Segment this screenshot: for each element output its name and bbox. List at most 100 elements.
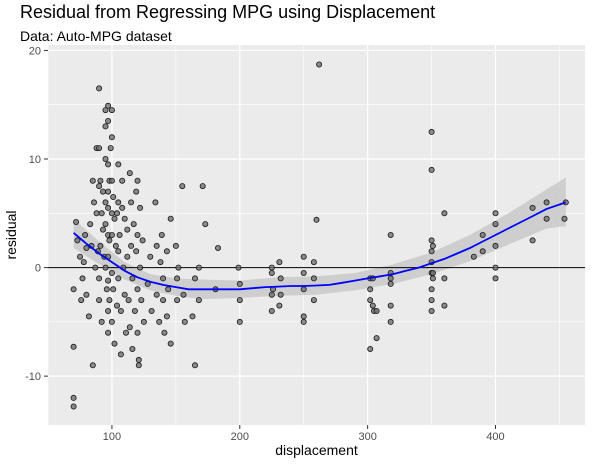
data-point: [138, 297, 145, 304]
data-point: [111, 340, 118, 347]
axis-ticks: 100 200 300 400 -10 0 10 20: [25, 45, 505, 443]
data-point: [367, 345, 374, 352]
data-point: [96, 275, 103, 282]
data-point: [102, 221, 109, 228]
residual-points: [70, 61, 569, 410]
data-point: [130, 221, 137, 228]
data-point: [189, 313, 196, 320]
data-point: [236, 280, 243, 287]
data-point: [428, 237, 435, 244]
y-axis-label: residual: [3, 210, 19, 259]
data-point: [134, 286, 141, 293]
data-point: [156, 318, 163, 325]
data-point: [236, 297, 243, 304]
data-point: [180, 291, 187, 298]
chart-title: Residual from Regressing MPG using Displ…: [20, 2, 436, 22]
data-point: [165, 286, 172, 293]
data-point: [85, 313, 92, 320]
data-point: [108, 269, 115, 276]
data-point: [105, 277, 112, 284]
data-point: [96, 183, 103, 190]
data-point: [373, 307, 380, 314]
data-point: [235, 264, 242, 271]
data-point: [126, 170, 133, 177]
data-point: [387, 275, 394, 282]
data-point: [479, 231, 486, 238]
data-point: [105, 307, 112, 314]
data-point: [123, 329, 130, 336]
data-point: [83, 291, 90, 298]
data-point: [310, 275, 317, 282]
data-point: [115, 275, 122, 282]
data-point: [167, 215, 174, 222]
data-point: [100, 188, 107, 195]
data-point: [105, 188, 112, 195]
data-point: [157, 259, 164, 266]
data-point: [79, 275, 86, 282]
data-point: [441, 210, 448, 217]
data-point: [126, 324, 133, 331]
data-point: [102, 199, 109, 206]
x-tick-label: 400: [486, 431, 504, 443]
data-point: [124, 253, 131, 260]
data-point: [121, 291, 128, 298]
data-point: [428, 166, 435, 173]
data-point: [70, 394, 77, 401]
data-point: [137, 264, 144, 271]
data-point: [83, 244, 90, 251]
data-point: [152, 199, 159, 206]
data-point: [115, 161, 122, 168]
data-point: [310, 259, 317, 266]
data-point: [268, 291, 275, 298]
data-point: [147, 253, 154, 260]
data-point: [172, 242, 179, 249]
data-point: [140, 318, 147, 325]
data-point: [102, 155, 109, 162]
data-point: [91, 199, 98, 206]
data-point: [98, 318, 105, 325]
data-point: [429, 269, 436, 276]
x-axis-label: displacement: [275, 442, 358, 458]
data-point: [103, 286, 110, 293]
data-point: [129, 275, 136, 282]
data-point: [148, 307, 155, 314]
data-point: [134, 329, 141, 336]
data-point: [77, 253, 84, 260]
data-point: [428, 307, 435, 314]
data-point: [135, 356, 142, 363]
data-point: [97, 177, 104, 184]
data-point: [96, 85, 103, 92]
data-point: [135, 362, 142, 369]
data-point: [529, 204, 536, 211]
data-point: [174, 275, 181, 282]
data-point: [428, 128, 435, 135]
data-point: [131, 307, 138, 314]
data-point: [108, 231, 115, 238]
data-point: [124, 226, 131, 233]
data-point: [89, 177, 96, 184]
data-point: [108, 318, 115, 325]
data-point: [175, 264, 182, 271]
data-point: [160, 297, 167, 304]
data-point: [105, 161, 112, 168]
y-tick-label: 0: [35, 263, 41, 275]
data-point: [119, 177, 126, 184]
data-point: [82, 231, 89, 238]
data-point: [300, 286, 307, 293]
data-point: [163, 248, 170, 255]
data-point: [310, 297, 317, 304]
data-point: [492, 221, 499, 228]
data-point: [129, 345, 136, 352]
data-point: [300, 318, 307, 325]
data-point: [181, 318, 188, 325]
data-point: [110, 193, 117, 200]
data-point: [87, 221, 94, 228]
data-point: [191, 362, 198, 369]
data-point: [116, 231, 123, 238]
data-point: [105, 204, 112, 211]
data-point: [277, 275, 284, 282]
data-point: [105, 118, 112, 125]
data-point: [117, 351, 124, 358]
data-point: [179, 183, 186, 190]
